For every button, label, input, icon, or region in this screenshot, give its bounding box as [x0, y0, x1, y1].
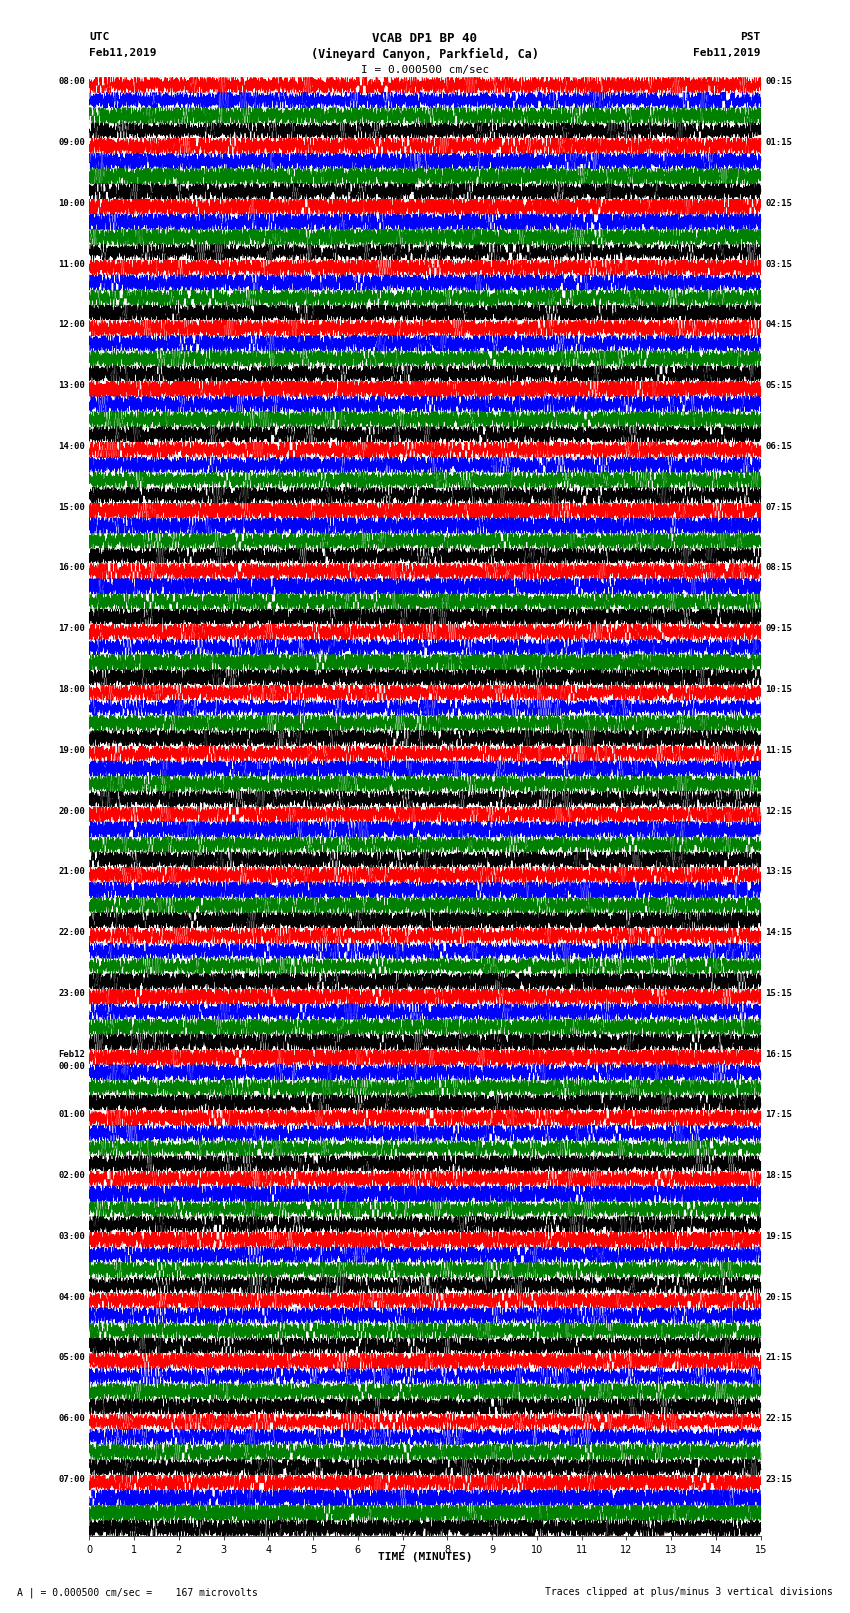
- Text: 11:15: 11:15: [765, 745, 792, 755]
- Text: 14:00: 14:00: [58, 442, 85, 452]
- Text: 22:00: 22:00: [58, 927, 85, 937]
- Text: 12:00: 12:00: [58, 321, 85, 329]
- Text: 09:00: 09:00: [58, 139, 85, 147]
- Text: 14:15: 14:15: [765, 927, 792, 937]
- Text: 20:15: 20:15: [765, 1292, 792, 1302]
- Text: Feb12: Feb12: [58, 1050, 85, 1058]
- Text: 07:00: 07:00: [58, 1474, 85, 1484]
- Text: 12:15: 12:15: [765, 806, 792, 816]
- Text: A | = 0.000500 cm/sec =    167 microvolts: A | = 0.000500 cm/sec = 167 microvolts: [17, 1587, 258, 1598]
- Text: 02:00: 02:00: [58, 1171, 85, 1181]
- Text: 18:00: 18:00: [58, 686, 85, 694]
- Text: 22:15: 22:15: [765, 1415, 792, 1423]
- Text: 06:15: 06:15: [765, 442, 792, 452]
- Text: TIME (MINUTES): TIME (MINUTES): [377, 1552, 473, 1561]
- Text: 04:00: 04:00: [58, 1292, 85, 1302]
- Text: 10:00: 10:00: [58, 198, 85, 208]
- Text: 05:15: 05:15: [765, 381, 792, 390]
- Text: 08:00: 08:00: [58, 77, 85, 87]
- Text: Feb11,2019: Feb11,2019: [89, 48, 156, 58]
- Text: 04:15: 04:15: [765, 321, 792, 329]
- Text: PST: PST: [740, 32, 761, 42]
- Text: 15:00: 15:00: [58, 503, 85, 511]
- Text: 00:15: 00:15: [765, 77, 792, 87]
- Text: 05:00: 05:00: [58, 1353, 85, 1363]
- Text: 20:00: 20:00: [58, 806, 85, 816]
- Text: 11:00: 11:00: [58, 260, 85, 269]
- Text: 19:00: 19:00: [58, 745, 85, 755]
- Text: 17:15: 17:15: [765, 1110, 792, 1119]
- Text: 08:15: 08:15: [765, 563, 792, 573]
- Text: 00:00: 00:00: [58, 1063, 85, 1071]
- Text: Feb11,2019: Feb11,2019: [694, 48, 761, 58]
- Text: 19:15: 19:15: [765, 1232, 792, 1240]
- Text: 16:15: 16:15: [765, 1050, 792, 1058]
- Text: 21:00: 21:00: [58, 868, 85, 876]
- Text: 10:15: 10:15: [765, 686, 792, 694]
- Text: 02:15: 02:15: [765, 198, 792, 208]
- Text: 03:00: 03:00: [58, 1232, 85, 1240]
- Text: 17:00: 17:00: [58, 624, 85, 634]
- Text: 06:00: 06:00: [58, 1415, 85, 1423]
- Text: 01:00: 01:00: [58, 1110, 85, 1119]
- Text: 18:15: 18:15: [765, 1171, 792, 1181]
- Text: 15:15: 15:15: [765, 989, 792, 998]
- Text: 01:15: 01:15: [765, 139, 792, 147]
- Text: VCAB DP1 BP 40: VCAB DP1 BP 40: [372, 32, 478, 45]
- Text: 09:15: 09:15: [765, 624, 792, 634]
- Text: UTC: UTC: [89, 32, 110, 42]
- Text: 16:00: 16:00: [58, 563, 85, 573]
- Text: 13:15: 13:15: [765, 868, 792, 876]
- Text: 03:15: 03:15: [765, 260, 792, 269]
- Text: 07:15: 07:15: [765, 503, 792, 511]
- Text: I = 0.000500 cm/sec: I = 0.000500 cm/sec: [361, 65, 489, 74]
- Text: (Vineyard Canyon, Parkfield, Ca): (Vineyard Canyon, Parkfield, Ca): [311, 48, 539, 61]
- Text: 23:00: 23:00: [58, 989, 85, 998]
- Text: 21:15: 21:15: [765, 1353, 792, 1363]
- Text: 23:15: 23:15: [765, 1474, 792, 1484]
- Text: Traces clipped at plus/minus 3 vertical divisions: Traces clipped at plus/minus 3 vertical …: [545, 1587, 833, 1597]
- Text: 13:00: 13:00: [58, 381, 85, 390]
